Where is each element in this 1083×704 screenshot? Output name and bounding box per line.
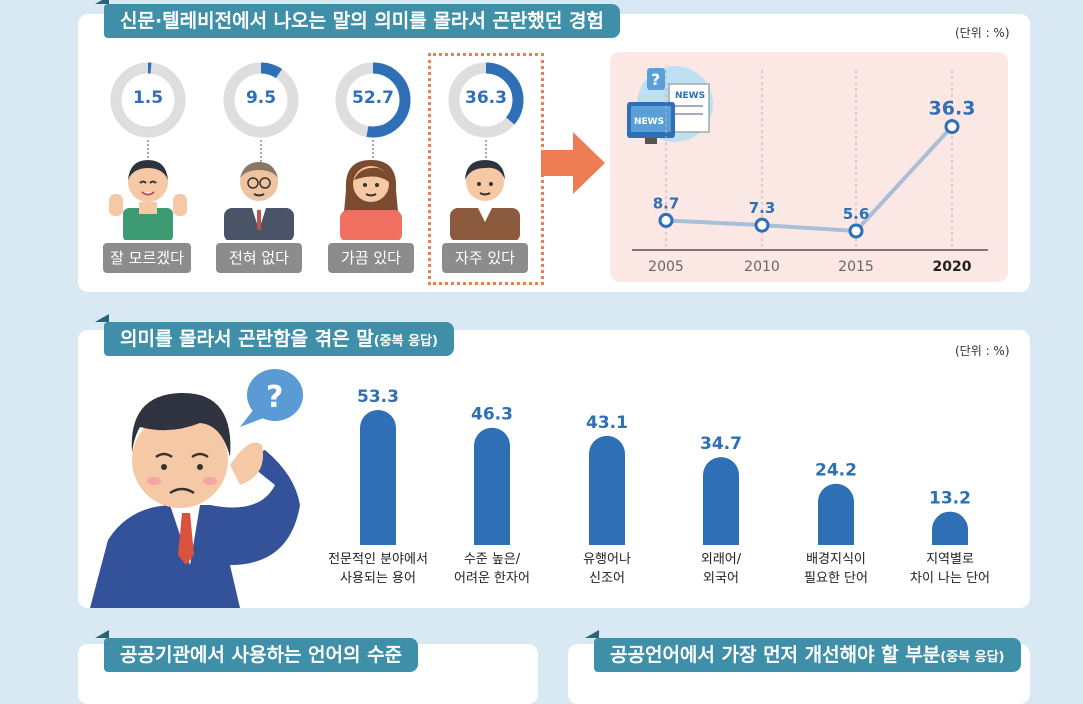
category-label-line: 수준 높은/ bbox=[463, 552, 521, 567]
section2-title: 의미를 몰라서 곤란함을 겪은 말(중복 응답) bbox=[95, 314, 454, 356]
section2-title-note: (중복 응답) bbox=[373, 334, 438, 349]
highlight-often-box bbox=[428, 53, 544, 285]
answer-label-unsure: 잘 모르겠다 bbox=[103, 243, 191, 273]
section1-title: 신문·텔레비전에서 나오는 말의 의미를 몰라서 곤란했던 경험 bbox=[95, 0, 620, 38]
person-never-icon bbox=[224, 162, 294, 240]
donut-chart-0 bbox=[110, 62, 186, 138]
answer-label-sometimes: 가끔 있다 bbox=[328, 243, 414, 273]
dotted-connector bbox=[372, 140, 374, 162]
answer-label-often: 자주 있다 bbox=[442, 243, 528, 273]
data-label: 36.3 bbox=[929, 98, 976, 120]
bar bbox=[703, 457, 739, 545]
donut-arc bbox=[110, 62, 186, 138]
donut-chart-3 bbox=[448, 62, 524, 138]
data-point bbox=[658, 212, 674, 228]
series-line bbox=[665, 125, 954, 234]
section1-title-text: 신문·텔레비전에서 나오는 말의 의미를 몰라서 곤란했던 경험 bbox=[120, 10, 604, 32]
bar-value-label: 53.3 bbox=[357, 387, 399, 407]
donut-value: 36.3 bbox=[465, 88, 507, 108]
answer-label-never: 전혀 없다 bbox=[216, 243, 302, 273]
section4-title-note: (중복 응답) bbox=[940, 650, 1005, 665]
donut-value: 52.7 bbox=[352, 88, 394, 108]
x-tick-label: 2015 bbox=[838, 259, 874, 275]
data-label: 8.7 bbox=[653, 194, 680, 212]
donut-chart-2 bbox=[335, 62, 411, 138]
section4-title: 공공언어에서 가장 먼저 개선해야 할 부분(중복 응답) bbox=[585, 630, 1021, 672]
data-point bbox=[754, 217, 770, 233]
words-bar-chart: 53.3 46.3 43.1 34.7 24.2 13.2 bbox=[357, 387, 971, 545]
category-label-line: 외국어 bbox=[703, 571, 739, 586]
bar-value-label: 13.2 bbox=[929, 489, 971, 509]
dotted-connector bbox=[260, 140, 262, 162]
bar bbox=[818, 483, 854, 545]
person-sometimes-icon bbox=[340, 160, 402, 240]
trend-line-chart: 8.7 2005 7.3 2010 5.6 2015 36.3 2020 bbox=[632, 70, 988, 275]
donut-chart-1 bbox=[223, 62, 299, 138]
bar bbox=[360, 410, 396, 545]
bar-value-label: 43.1 bbox=[586, 413, 628, 433]
category-label-line: 유행어나 bbox=[583, 552, 631, 567]
section2-title-text: 의미를 몰라서 곤란함을 겪은 말 bbox=[120, 328, 374, 350]
x-tick-label: 2010 bbox=[744, 259, 780, 275]
category-label-line: 사용되는 용어 bbox=[340, 571, 416, 586]
data-label: 7.3 bbox=[749, 199, 776, 217]
section3-title-text: 공공기관에서 사용하는 언어의 수준 bbox=[120, 644, 403, 666]
data-label: 5.6 bbox=[843, 205, 870, 223]
category-label-line: 지역별로 bbox=[926, 552, 974, 567]
section1-unit: (단위 : %) bbox=[955, 26, 1010, 40]
category-label-line: 차이 나는 단어 bbox=[909, 571, 991, 586]
confused-man-icon: ? bbox=[90, 369, 303, 608]
category-label: 수준 높은/어려운 한자어 bbox=[427, 550, 557, 588]
dotted-connector bbox=[485, 140, 487, 162]
category-label-line: 전문적인 분야에서 bbox=[328, 552, 428, 567]
category-label-line: 어려운 한자어 bbox=[454, 571, 530, 586]
dotted-connector bbox=[147, 140, 149, 162]
bar bbox=[589, 435, 625, 545]
donut-arc bbox=[448, 62, 524, 138]
x-tick-label: 2020 bbox=[933, 259, 972, 275]
donut-arc bbox=[223, 62, 299, 138]
category-label-line: 외래어/ bbox=[700, 552, 742, 567]
category-label-line: 신조어 bbox=[589, 571, 625, 586]
donut-arc bbox=[335, 62, 411, 138]
bar-value-label: 34.7 bbox=[700, 434, 742, 454]
svg-text:?: ? bbox=[651, 70, 660, 89]
svg-text:?: ? bbox=[266, 380, 283, 415]
x-tick-label: 2005 bbox=[648, 259, 684, 275]
section4-title-text: 공공언어에서 가장 먼저 개선해야 할 부분 bbox=[610, 644, 941, 666]
donut-value: 1.5 bbox=[132, 88, 164, 108]
bar bbox=[932, 511, 968, 545]
category-label: 외래어/외국어 bbox=[656, 550, 786, 588]
svg-text:NEWS: NEWS bbox=[675, 91, 705, 101]
person-often-icon bbox=[450, 160, 520, 240]
data-point bbox=[944, 119, 960, 135]
category-label-line: 필요한 단어 bbox=[804, 571, 868, 586]
bar-value-label: 46.3 bbox=[471, 405, 513, 425]
person-unsure-icon bbox=[109, 160, 187, 240]
svg-text:NEWS: NEWS bbox=[634, 117, 664, 127]
section3-title: 공공기관에서 사용하는 언어의 수준 bbox=[94, 630, 419, 672]
data-point bbox=[848, 223, 864, 239]
section2-unit: (단위 : %) bbox=[955, 344, 1010, 358]
donut-value: 9.5 bbox=[245, 88, 277, 108]
news-tv-icon: NEWS NEWS ? bbox=[627, 66, 713, 144]
category-label-line: 배경지식이 bbox=[806, 552, 866, 567]
bar-value-label: 24.2 bbox=[815, 461, 857, 481]
bar bbox=[474, 427, 510, 545]
arrow-right-icon bbox=[541, 132, 605, 194]
